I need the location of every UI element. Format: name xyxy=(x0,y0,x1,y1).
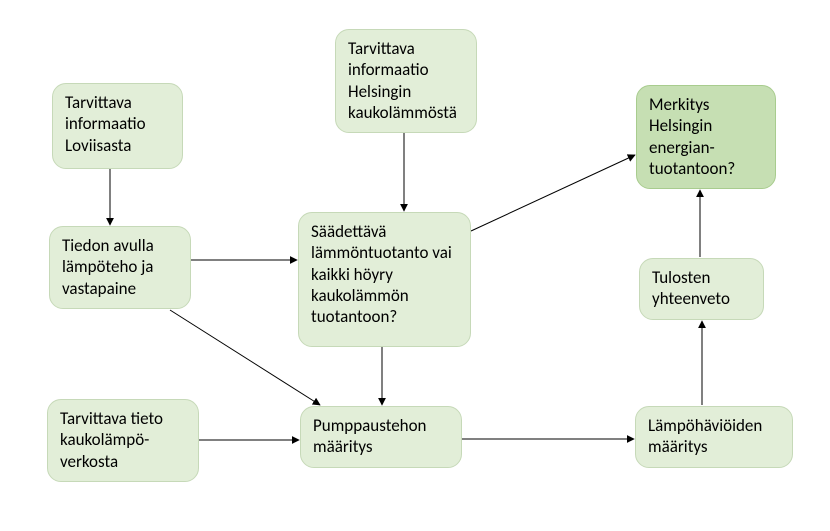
node-n9: Lämpöhäviöiden määritys xyxy=(635,406,793,468)
node-n6: Tulosten yhteenveto xyxy=(639,258,764,320)
node-n5: Säädettävä lämmöntuotanto vai kaikki höy… xyxy=(298,212,471,347)
node-label: Tarvittava informaatio Helsingin kaukolä… xyxy=(348,38,464,123)
node-n8: Pumppaustehon määritys xyxy=(300,406,462,468)
node-n1: Tarvittava informaatio Loviisasta xyxy=(52,83,183,169)
node-n7: Tarvittava tieto kaukolämpö-verkosta xyxy=(47,399,199,482)
node-label: Lämpöhäviöiden määritys xyxy=(648,415,780,458)
edge-e4 xyxy=(471,155,635,231)
node-label: Merkitys Helsingin energian-tuotantoon? xyxy=(649,94,763,179)
node-n3: Merkitys Helsingin energian-tuotantoon? xyxy=(636,85,776,189)
node-label: Säädettävä lämmöntuotanto vai kaikki höy… xyxy=(311,221,458,327)
node-n2: Tarvittava informaatio Helsingin kaukolä… xyxy=(335,29,477,133)
node-n4: Tiedon avulla lämpöteho ja vastapaine xyxy=(49,226,191,309)
node-label: Tarvittava tieto kaukolämpö-verkosta xyxy=(60,408,186,472)
node-label: Pumppaustehon määritys xyxy=(313,415,449,458)
node-label: Tulosten yhteenveto xyxy=(652,267,751,310)
node-label: Tiedon avulla lämpöteho ja vastapaine xyxy=(62,235,178,299)
node-label: Tarvittava informaatio Loviisasta xyxy=(65,92,170,156)
